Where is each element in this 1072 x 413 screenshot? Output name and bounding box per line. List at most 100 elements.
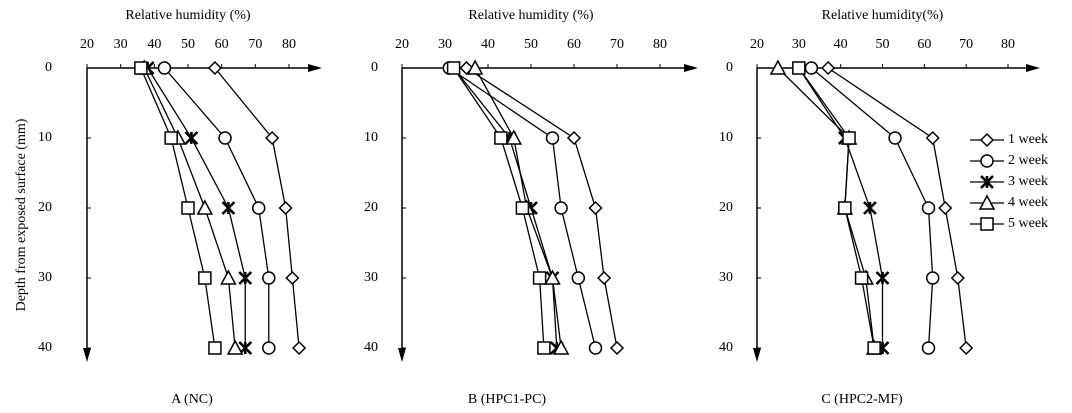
marker <box>198 271 212 285</box>
marker <box>285 270 300 286</box>
marker <box>980 175 994 189</box>
legend-label: 3 week <box>1008 174 1048 189</box>
legend-label: 2 week <box>1008 153 1048 168</box>
marker <box>544 269 561 285</box>
x-tick-label: 20 <box>750 37 764 52</box>
marker <box>292 340 307 356</box>
marker <box>134 61 148 75</box>
marker <box>466 59 484 75</box>
marker <box>921 341 936 355</box>
x-tick-label: 30 <box>438 37 452 52</box>
y-tick-label: 40 <box>38 340 52 355</box>
marker <box>446 61 461 75</box>
marker <box>181 201 195 215</box>
marker <box>938 200 953 216</box>
y-tick-label: 0 <box>726 60 733 75</box>
legend-label: 5 week <box>1008 216 1048 231</box>
y-tick-label: 20 <box>719 200 733 215</box>
marker <box>262 271 276 285</box>
legend-label: 4 week <box>1008 195 1048 210</box>
marker <box>554 201 568 215</box>
x-tick-label: 30 <box>792 37 806 52</box>
marker <box>921 201 936 215</box>
marker <box>792 61 806 75</box>
marker <box>262 341 276 355</box>
y-tick-label: 30 <box>364 270 378 285</box>
marker <box>208 341 222 355</box>
x-tick-label: 80 <box>1001 37 1015 52</box>
marker <box>769 59 787 75</box>
caption: B (HPC1-PC) <box>468 392 547 407</box>
marker <box>959 340 974 356</box>
x-tick-label: 30 <box>114 37 128 52</box>
marker <box>842 131 856 145</box>
y-arrow <box>83 348 91 362</box>
x-arrow <box>308 64 322 72</box>
marker <box>157 61 172 75</box>
marker <box>588 200 603 216</box>
y-tick-label: 30 <box>719 270 733 285</box>
x-tick-label: 60 <box>215 37 229 52</box>
marker <box>226 339 244 355</box>
y-tick-label: 40 <box>364 340 378 355</box>
y-tick-label: 0 <box>371 60 378 75</box>
marker <box>821 60 836 76</box>
y-arrow <box>398 348 406 362</box>
series-line <box>798 67 875 349</box>
y-tick-label: 40 <box>719 340 733 355</box>
y-arrow <box>753 348 761 362</box>
marker <box>278 200 293 216</box>
x-tick-label: 50 <box>524 37 538 52</box>
marker <box>265 130 280 146</box>
marker <box>552 339 570 355</box>
marker <box>888 131 902 145</box>
marker <box>164 131 178 145</box>
marker <box>854 271 869 285</box>
y-tick-label: 10 <box>38 130 52 145</box>
y-tick-label: 30 <box>38 270 52 285</box>
y-tick-label: 20 <box>364 200 378 215</box>
x-tick-label: 70 <box>610 37 624 52</box>
x-tick-label: 50 <box>876 37 890 52</box>
marker <box>566 130 582 146</box>
x-tick-label: 60 <box>917 37 931 52</box>
marker <box>597 270 612 286</box>
x-tick-label: 40 <box>834 37 848 52</box>
axis-title: Relative humidity (%) <box>125 8 251 23</box>
y-tick-label: 10 <box>719 130 733 145</box>
marker <box>925 130 940 146</box>
marker <box>196 199 214 215</box>
marker <box>838 201 852 215</box>
marker <box>184 131 199 145</box>
caption: A (NC) <box>171 392 213 407</box>
marker <box>545 131 560 145</box>
x-tick-label: 70 <box>248 37 262 52</box>
marker <box>515 201 530 215</box>
marker <box>875 271 890 285</box>
y-tick-label: 10 <box>364 130 378 145</box>
x-tick-label: 80 <box>653 37 667 52</box>
x-tick-label: 80 <box>282 37 296 52</box>
caption: C (HPC2-MF) <box>821 392 903 407</box>
marker <box>867 341 881 355</box>
marker <box>609 340 625 356</box>
marker <box>238 271 253 285</box>
marker <box>207 60 222 76</box>
x-arrow <box>684 64 698 72</box>
marker <box>804 61 819 75</box>
marker <box>251 201 266 215</box>
axis-title: Relative humidity (%) <box>468 8 594 23</box>
marker <box>950 270 965 286</box>
x-tick-label: 40 <box>481 37 495 52</box>
marker <box>978 194 996 210</box>
x-arrow <box>1026 64 1040 72</box>
marker <box>980 154 994 168</box>
y-tick-label: 20 <box>38 200 52 215</box>
x-tick-label: 70 <box>959 37 973 52</box>
marker <box>220 269 237 285</box>
y-axis-title: Depth from exposed surface (mm) <box>14 118 29 311</box>
x-tick-label: 40 <box>147 37 161 52</box>
marker <box>588 341 603 355</box>
axis-title: Relative humidity(%) <box>822 8 944 23</box>
